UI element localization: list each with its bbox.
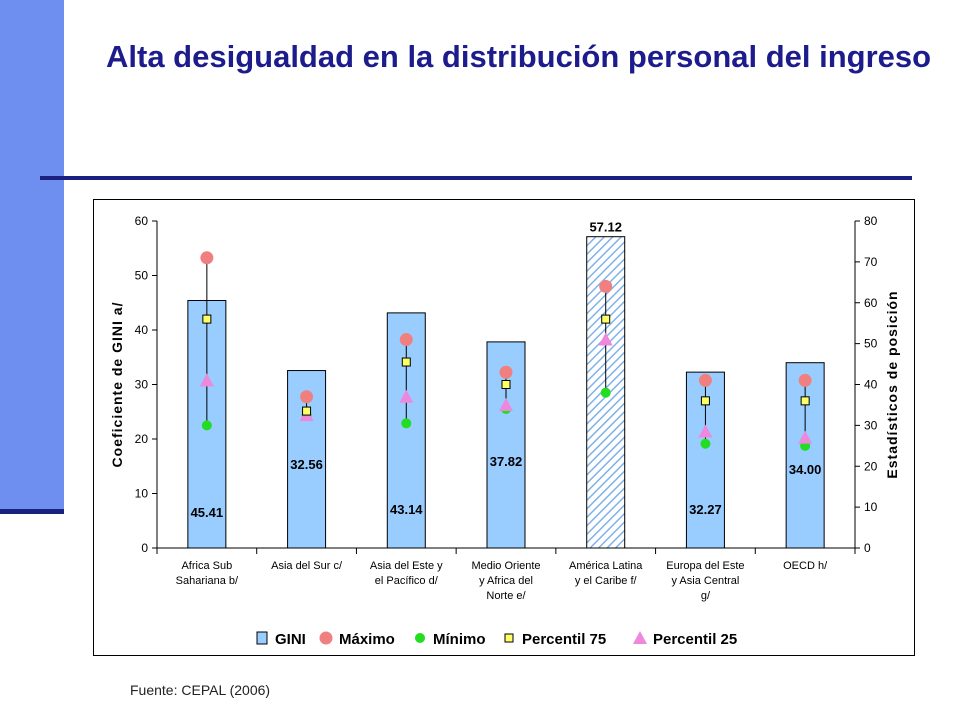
right-tick-label: 30: [864, 418, 878, 432]
legend-p75-label: Percentil 75: [522, 631, 606, 648]
category-label: y Asia Central: [671, 575, 739, 587]
slide-title: Alta desigualdad en la distribución pers…: [106, 39, 932, 74]
category-label: y Africa del: [479, 575, 533, 587]
right-tick-label: 60: [864, 296, 878, 310]
p75-point: [800, 396, 810, 406]
category-label: Sahariana b/: [176, 575, 239, 587]
right-tick-label: 50: [864, 337, 878, 351]
category-label: Asia del Este y: [370, 560, 443, 572]
minimo-point: [201, 420, 212, 431]
p75-point: [401, 357, 411, 367]
minimo-point: [700, 438, 711, 449]
legend-maximo-symbol: [319, 631, 333, 645]
legend-p75-symbol: [504, 633, 514, 643]
gini-bar: [486, 341, 526, 549]
p25-point: [399, 389, 414, 403]
right-tick-label: 10: [864, 500, 878, 514]
y2-axis-title: Estadísticos de posición: [884, 290, 900, 478]
p25-point: [499, 397, 513, 411]
maximo-point: [499, 365, 513, 379]
legend-p25-label: Percentil 25: [653, 631, 737, 648]
category-label: Asia del Sur c/: [271, 560, 343, 572]
category-label: Norte e/: [486, 590, 526, 602]
maximo-point: [798, 373, 812, 387]
p75-point: [501, 380, 511, 389]
maximo-point: [200, 251, 214, 265]
left-tick-label: 30: [135, 378, 149, 392]
category-label: y el Caribe f/: [575, 575, 638, 587]
category-label: g/: [701, 590, 711, 602]
gini-value-label: 34.00: [789, 462, 822, 477]
legend-minimo-symbol: [415, 633, 425, 643]
maximo-point: [399, 333, 413, 347]
category-label: Europa del Este: [666, 560, 744, 572]
legend-maximo-label: Máximo: [339, 631, 395, 648]
p25-point: [698, 424, 713, 438]
category-label: América Latina: [569, 560, 643, 572]
gini-value-label: 32.56: [290, 457, 323, 472]
legend-p25-symbol: [633, 631, 647, 644]
chart-frame: [93, 199, 915, 656]
legend-gini-label: GINI: [275, 631, 306, 648]
gini-value-label: 57.12: [589, 220, 622, 235]
title-divider: [40, 176, 912, 180]
right-tick-label: 80: [864, 214, 878, 228]
p75-point: [302, 406, 312, 416]
legend-minimo-label: Mínimo: [433, 631, 486, 648]
p75-point: [700, 396, 710, 406]
right-tick-label: 70: [864, 255, 878, 269]
source-note: Fuente: CEPAL (2006): [130, 682, 271, 698]
minimo-point: [401, 418, 412, 429]
left-tick-label: 50: [135, 269, 149, 283]
right-tick-label: 40: [864, 378, 878, 392]
right-tick-label: 0: [864, 541, 871, 555]
side-accent-line: [0, 509, 64, 514]
p75-point: [601, 314, 611, 324]
maximo-point: [599, 279, 613, 293]
minimo-point: [600, 387, 611, 398]
p25-point: [798, 430, 813, 444]
p25-point: [598, 332, 613, 346]
right-tick-label: 20: [864, 459, 878, 473]
gini-value-label: 37.82: [490, 454, 523, 469]
left-tick-label: 0: [141, 541, 148, 555]
left-tick-label: 40: [135, 323, 149, 337]
left-tick-label: 10: [135, 487, 149, 501]
category-label: OECD h/: [783, 560, 828, 572]
side-accent-bar: [0, 0, 64, 514]
maximo-point: [698, 373, 712, 387]
legend-gini-swatch: [256, 631, 268, 645]
gini-value-label: 45.41: [191, 505, 224, 520]
left-tick-label: 20: [135, 432, 149, 446]
y-axis-title: Coeficiente de GINI a/: [109, 302, 125, 468]
maximo-point: [300, 390, 314, 404]
category-label: el Pacífico d/: [375, 575, 439, 587]
left-tick-label: 60: [135, 214, 149, 228]
p25-point: [199, 373, 214, 387]
gini-value-label: 43.14: [390, 502, 423, 517]
p75-point: [202, 314, 212, 324]
category-label: Africa Sub: [181, 560, 232, 572]
gini-value-label: 32.27: [689, 502, 722, 517]
category-label: Medio Oriente: [471, 560, 540, 572]
